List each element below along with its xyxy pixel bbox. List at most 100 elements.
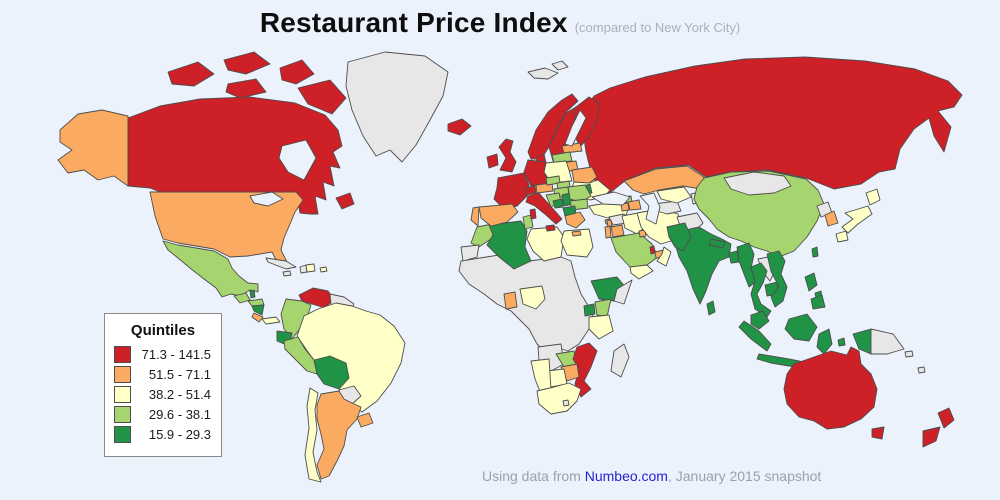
black-sea: [591, 191, 631, 206]
country-egypt: [560, 228, 594, 258]
country-italy: [525, 192, 563, 225]
country-cuba: [265, 257, 297, 270]
country-libya: [526, 226, 565, 262]
country-belarus: [571, 166, 598, 185]
legend-swatch-q5: [114, 426, 131, 443]
country-thailand: [750, 262, 772, 318]
country-japan-hokkaido: [865, 188, 881, 206]
country-kenya: [594, 298, 612, 318]
country-bolivia: [313, 355, 350, 390]
country-madagascar: [610, 343, 630, 378]
country-chile: [304, 387, 322, 483]
country-ireland: [486, 153, 499, 169]
country-mongolia: [723, 171, 792, 196]
legend-range-q1: 71.3 - 141.5: [141, 347, 211, 362]
country-switzerland: [524, 185, 537, 196]
country-canada-islands: [225, 78, 267, 99]
country-pakistan: [666, 222, 692, 252]
legend-swatch-q4: [114, 406, 131, 423]
country-kazakhstan: [623, 165, 705, 195]
country-costa-rica: [251, 312, 264, 323]
country-jamaica: [282, 270, 292, 277]
country-qatar: [649, 245, 656, 255]
legend-title: Quintiles: [130, 322, 196, 339]
numbeo-link[interactable]: Numbeo.com: [584, 468, 668, 484]
country-sumatra: [738, 320, 772, 352]
country-france: [493, 172, 530, 210]
country-uruguay: [356, 412, 374, 428]
legend-swatch-q2: [114, 366, 131, 383]
country-alaska: [57, 109, 129, 187]
country-panama: [261, 316, 281, 325]
country-vietnam: [766, 250, 788, 308]
country-fiji: [904, 350, 914, 358]
legend-swatch-q3: [114, 386, 131, 403]
country-jordan: [610, 224, 625, 238]
country-israel: [604, 225, 612, 239]
country-moluccas: [837, 337, 846, 347]
country-japan-kyushu: [835, 230, 849, 243]
country-ghana: [503, 291, 518, 310]
country-new-caledonia: [917, 366, 926, 374]
country-taiwan: [811, 246, 819, 258]
legend-range-q5: 15.9 - 29.3: [148, 427, 211, 442]
country-argentina: [316, 390, 362, 480]
country-latvia: [551, 151, 573, 164]
country-uganda: [583, 303, 596, 317]
footer-text-suffix: , January 2015 snapshot: [667, 468, 822, 484]
country-south-korea: [824, 210, 839, 227]
country-canada-islands: [223, 51, 271, 75]
legend-item: 29.6 - 38.1: [114, 406, 212, 423]
country-puerto-rico: [319, 266, 328, 273]
legend-range-q4: 29.6 - 38.1: [148, 407, 211, 422]
country-spain: [478, 203, 519, 227]
legend-range-q3: 38.2 - 51.4: [148, 387, 211, 402]
country-crete: [571, 230, 582, 237]
country-svalbard: [551, 60, 569, 71]
country-western-sahara: [460, 244, 480, 262]
country-svalbard: [527, 67, 559, 80]
country-algeria: [486, 220, 532, 270]
country-papua-new-guinea: [870, 328, 905, 355]
country-new-zealand-north: [937, 407, 955, 429]
country-belize: [249, 289, 256, 299]
country-borneo: [784, 313, 818, 342]
country-philippines-mindanao: [810, 294, 826, 310]
caspian-sea: [639, 192, 661, 225]
country-canada-islands: [279, 59, 315, 85]
country-sicily: [545, 224, 556, 232]
country-portugal: [470, 206, 480, 227]
footer-text-prefix: Using data from: [482, 468, 585, 484]
country-canada-islands: [167, 61, 215, 87]
great-lakes: [249, 191, 284, 207]
country-iceland: [447, 118, 472, 136]
country-new-zealand-south: [922, 426, 941, 448]
country-guatemala: [233, 292, 251, 304]
country-somalia: [613, 279, 633, 305]
hudson-bay: [278, 139, 317, 181]
country-azerbaijan: [627, 199, 642, 211]
country-baffin-island: [297, 79, 347, 115]
legend-item: 15.9 - 29.3: [114, 426, 212, 443]
country-newfoundland: [335, 192, 355, 210]
country-myanmar: [736, 242, 758, 288]
country-tanzania: [588, 314, 614, 340]
country-tasmania: [871, 426, 885, 440]
country-greece: [564, 211, 586, 229]
country-greenland: [345, 51, 449, 163]
country-dominican-republic: [305, 263, 316, 273]
country-sardinia: [529, 208, 537, 220]
legend-range-q2: 51.5 - 71.1: [148, 367, 211, 382]
country-bosnia: [552, 198, 564, 209]
footer-credit: Using data from Numbeo.com, January 2015…: [482, 468, 821, 484]
legend-item: 38.2 - 51.4: [114, 386, 212, 403]
country-australia: [783, 346, 878, 430]
country-nicaragua: [251, 304, 265, 316]
country-sulawesi: [816, 328, 833, 355]
legend-box: Quintiles 71.3 - 141.5 51.5 - 71.1 38.2 …: [104, 313, 222, 457]
country-yemen: [629, 264, 654, 280]
country-malaysia: [750, 310, 770, 330]
country-japan-honshu: [841, 205, 873, 234]
country-uzbekistan: [656, 186, 692, 204]
